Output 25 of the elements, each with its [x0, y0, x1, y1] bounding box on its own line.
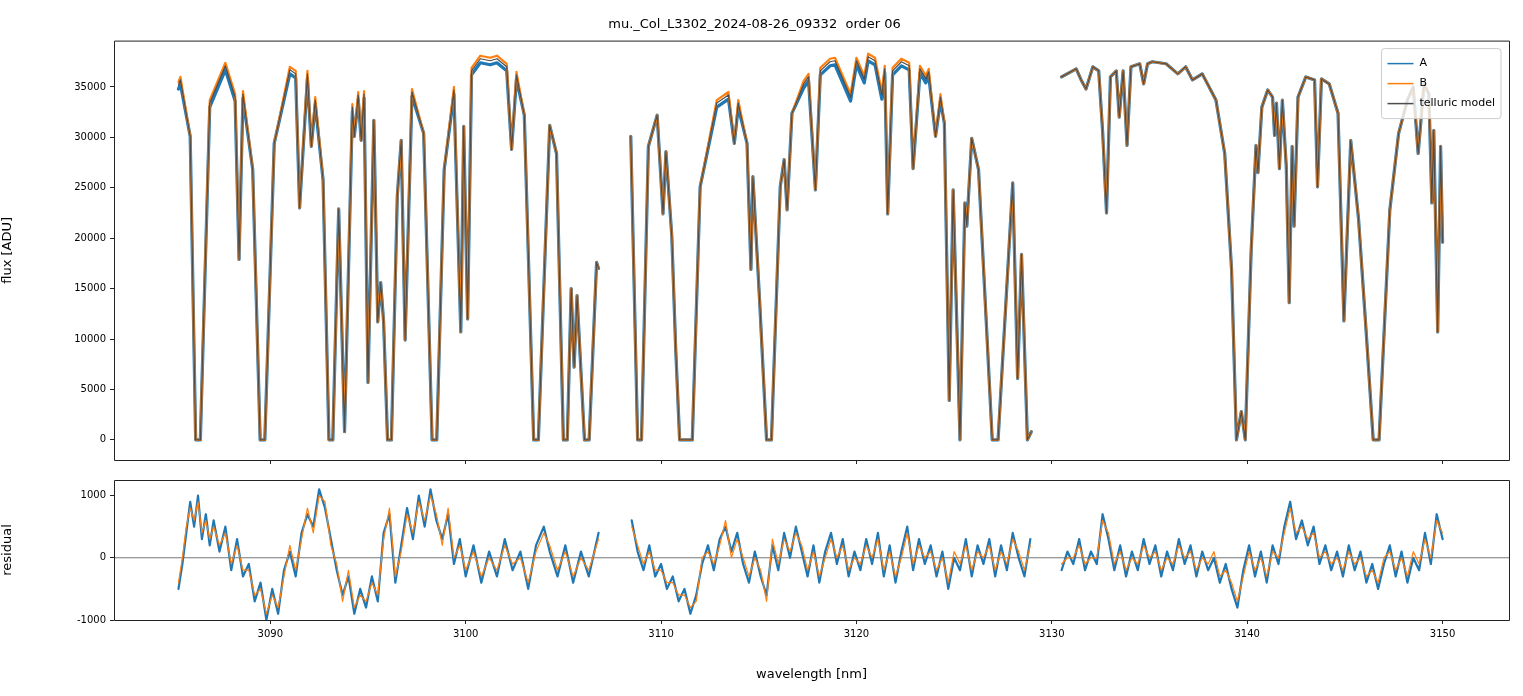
y-tick-label: 1000	[80, 489, 106, 501]
y-tick-label: 0	[99, 433, 106, 445]
y-tick-label: 30000	[74, 130, 106, 142]
y-axis-title: residual	[0, 524, 15, 576]
y-tick-label: 15000	[74, 282, 106, 294]
x-tick-label: 3140	[1234, 627, 1260, 639]
y-tick-label: 10000	[74, 332, 106, 344]
x-tick-label: 3120	[843, 627, 870, 639]
x-tick-label: 3130	[1039, 627, 1065, 639]
x-tick-label: 3100	[452, 627, 479, 639]
chart-title: mu._Col_L3302_2024-08-26_09332 order 06	[608, 16, 901, 32]
y-tick-label: 25000	[74, 181, 106, 193]
y-tick-label: 20000	[74, 231, 106, 243]
y-tick-label: -1000	[76, 613, 106, 625]
y-tick-label: 5000	[80, 383, 106, 395]
legend-label: telluric model	[1419, 96, 1496, 110]
y-axis-title: flux [ADU]	[0, 216, 15, 284]
legend-label: A	[1419, 56, 1428, 70]
x-tick-label: 3150	[1429, 627, 1456, 639]
x-tick-label: 3110	[648, 627, 674, 639]
x-axis-title: wavelength [nm]	[756, 665, 867, 681]
x-tick-label: 3090	[257, 627, 284, 639]
y-tick-label: 0	[99, 551, 106, 563]
y-tick-label: 35000	[74, 80, 106, 92]
legend-label: B	[1419, 76, 1428, 90]
